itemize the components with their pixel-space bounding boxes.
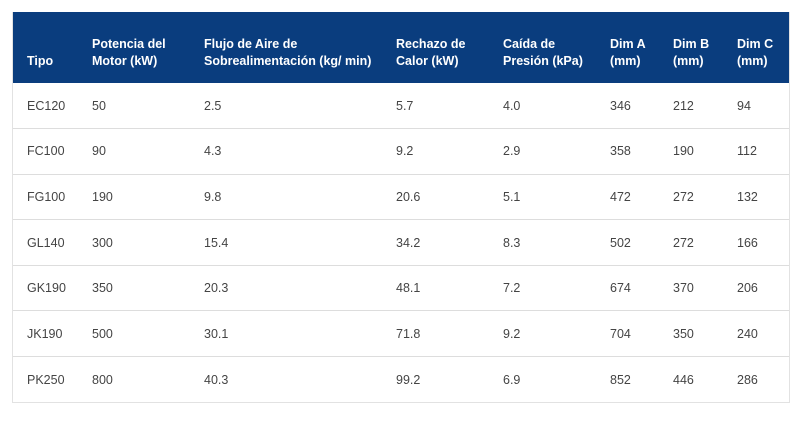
cell-caida: 8.3 bbox=[489, 219, 596, 266]
cell-flujo: 2.5 bbox=[190, 83, 382, 130]
cell-rechazo: 71.8 bbox=[382, 310, 489, 358]
table-row: GK190 350 20.3 48.1 7.2 674 370 206 bbox=[13, 265, 789, 312]
cell-dim-a: 346 bbox=[596, 83, 659, 130]
header-tipo: Tipo bbox=[13, 12, 78, 83]
cell-rechazo: 34.2 bbox=[382, 219, 489, 266]
header-caida-presion: Caída de Presión (kPa) bbox=[489, 12, 596, 83]
specs-table: Tipo Potencia del Motor (kW) Flujo de Ai… bbox=[13, 12, 789, 402]
header-dim-b: Dim B (mm) bbox=[659, 12, 723, 83]
cell-rechazo: 5.7 bbox=[382, 83, 489, 130]
table-row: FG100 190 9.8 20.6 5.1 472 272 132 bbox=[13, 174, 789, 221]
cell-potencia: 500 bbox=[78, 310, 190, 358]
cell-dim-c: 206 bbox=[723, 265, 789, 312]
cell-tipo: FC100 bbox=[13, 128, 78, 175]
cell-dim-b: 190 bbox=[659, 128, 723, 175]
cell-tipo: EC120 bbox=[13, 83, 78, 130]
cell-tipo: JK190 bbox=[13, 310, 78, 358]
table-row: GL140 300 15.4 34.2 8.3 502 272 166 bbox=[13, 219, 789, 266]
cell-potencia: 300 bbox=[78, 219, 190, 266]
table-row: JK190 500 30.1 71.8 9.2 704 350 240 bbox=[13, 310, 789, 358]
cell-dim-a: 502 bbox=[596, 219, 659, 266]
header-dim-a: Dim A (mm) bbox=[596, 12, 659, 83]
header-flujo-aire: Flujo de Aire de Sobrealimentación (kg/ … bbox=[190, 12, 382, 83]
cell-flujo: 4.3 bbox=[190, 128, 382, 175]
cell-dim-a: 852 bbox=[610, 372, 631, 387]
cell-flujo: 9.8 bbox=[190, 174, 382, 221]
cell-dim-c: 112 bbox=[723, 128, 789, 175]
cell-potencia: 190 bbox=[78, 174, 190, 221]
cell-caida: 7.2 bbox=[489, 265, 596, 312]
cell-rechazo: 48.1 bbox=[382, 265, 489, 312]
cell-dim-a: 472 bbox=[596, 174, 659, 221]
cell-potencia: 350 bbox=[78, 265, 190, 312]
cell-potencia: 800 bbox=[92, 372, 113, 387]
cell-dim-c: 132 bbox=[723, 174, 789, 221]
cell-caida: 6.9 bbox=[503, 372, 521, 387]
cell-dim-c: 94 bbox=[723, 83, 789, 130]
cell-tipo: PK250 bbox=[27, 372, 65, 387]
cell-tipo: GL140 bbox=[13, 219, 78, 266]
cell-tipo: FG100 bbox=[13, 174, 78, 221]
header-potencia-motor: Potencia del Motor (kW) bbox=[78, 12, 190, 83]
cell-caida: 2.9 bbox=[489, 128, 596, 175]
cell-dim-c: 166 bbox=[723, 219, 789, 266]
cell-dim-b: 272 bbox=[659, 219, 723, 266]
cell-dim-a: 674 bbox=[596, 265, 659, 312]
cell-potencia: 90 bbox=[78, 128, 190, 175]
cell-dim-a: 704 bbox=[596, 310, 659, 358]
cell-rechazo: 20.6 bbox=[382, 174, 489, 221]
cell-dim-b: 272 bbox=[659, 174, 723, 221]
cell-dim-b: 212 bbox=[659, 83, 723, 130]
cell-flujo: 20.3 bbox=[190, 265, 382, 312]
cell-dim-b: 370 bbox=[659, 265, 723, 312]
cell-dim-b: 350 bbox=[659, 310, 723, 358]
table-row: FC100 90 4.3 9.2 2.9 358 190 112 bbox=[13, 128, 789, 175]
cell-dim-b: 446 bbox=[673, 372, 694, 387]
cell-caida: 9.2 bbox=[489, 310, 596, 358]
specs-table-container: Tipo Potencia del Motor (kW) Flujo de Ai… bbox=[12, 12, 790, 404]
cell-dim-c: 286 bbox=[737, 372, 758, 387]
cell-flujo: 30.1 bbox=[190, 310, 382, 358]
cell-tipo: GK190 bbox=[13, 265, 78, 312]
cell-rechazo: 99.2 bbox=[396, 372, 421, 387]
cell-potencia: 50 bbox=[78, 83, 190, 130]
header-dim-c: Dim C (mm) bbox=[723, 12, 789, 83]
cell-caida: 5.1 bbox=[489, 174, 596, 221]
table-header-row: Tipo Potencia del Motor (kW) Flujo de Ai… bbox=[13, 12, 789, 83]
cell-dim-a: 358 bbox=[596, 128, 659, 175]
table-row: PK250 800 40.3 99.2 6.9 852 446 286 bbox=[13, 357, 789, 403]
cell-rechazo: 9.2 bbox=[382, 128, 489, 175]
cell-flujo: 40.3 bbox=[204, 372, 229, 387]
cell-dim-c: 240 bbox=[723, 310, 789, 358]
cell-flujo: 15.4 bbox=[190, 219, 382, 266]
table-row: EC120 50 2.5 5.7 4.0 346 212 94 bbox=[13, 83, 789, 130]
header-rechazo-calor: Rechazo de Calor (kW) bbox=[382, 12, 489, 83]
cell-caida: 4.0 bbox=[489, 83, 596, 130]
